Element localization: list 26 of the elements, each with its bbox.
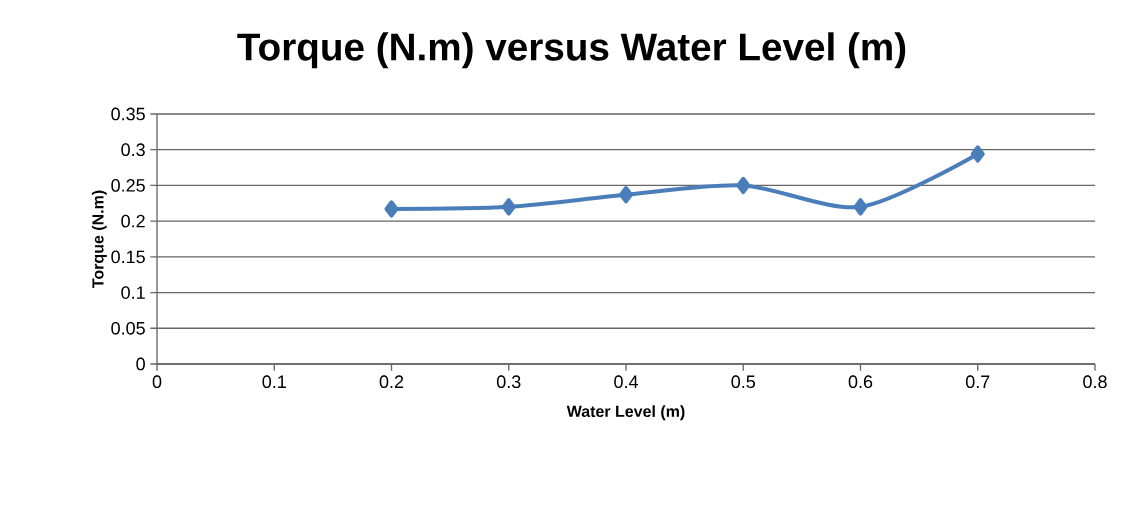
x-tick-label: 0	[152, 375, 162, 389]
x-tick-label: 0.8	[1083, 375, 1107, 389]
point	[501, 198, 516, 216]
y-tick-label: 0.3	[121, 143, 145, 157]
y-axis-title: Torque (N.m)	[91, 190, 107, 288]
x-tick-label: 0.2	[379, 375, 404, 389]
point	[384, 200, 399, 218]
y-tick-label: 0.2	[121, 214, 145, 228]
x-tick-label: 0.4	[614, 375, 638, 389]
y-tick-label: 0.35	[111, 107, 145, 121]
point	[619, 186, 634, 204]
y-tick-label: 0.1	[121, 286, 145, 299]
x-tick-label: 0.1	[262, 375, 286, 389]
y-tick-label: 0.05	[111, 321, 145, 335]
x-tick-label: 0.7	[965, 375, 990, 389]
chart-title: Torque (N.m) versus Water Level (m)	[237, 32, 906, 69]
x-tick-label: 0.5	[731, 375, 756, 389]
x-tick-label: 0.3	[496, 375, 521, 389]
point	[853, 198, 868, 216]
point	[736, 176, 751, 195]
point	[970, 145, 985, 163]
x-axis-title: Water Level (m)	[566, 405, 685, 421]
y-tick-label: 0.15	[111, 250, 145, 264]
y-tick-label: 0.25	[111, 179, 145, 192]
x-tick-label: 0.6	[848, 375, 873, 389]
y-tick-label: 0	[136, 357, 145, 371]
